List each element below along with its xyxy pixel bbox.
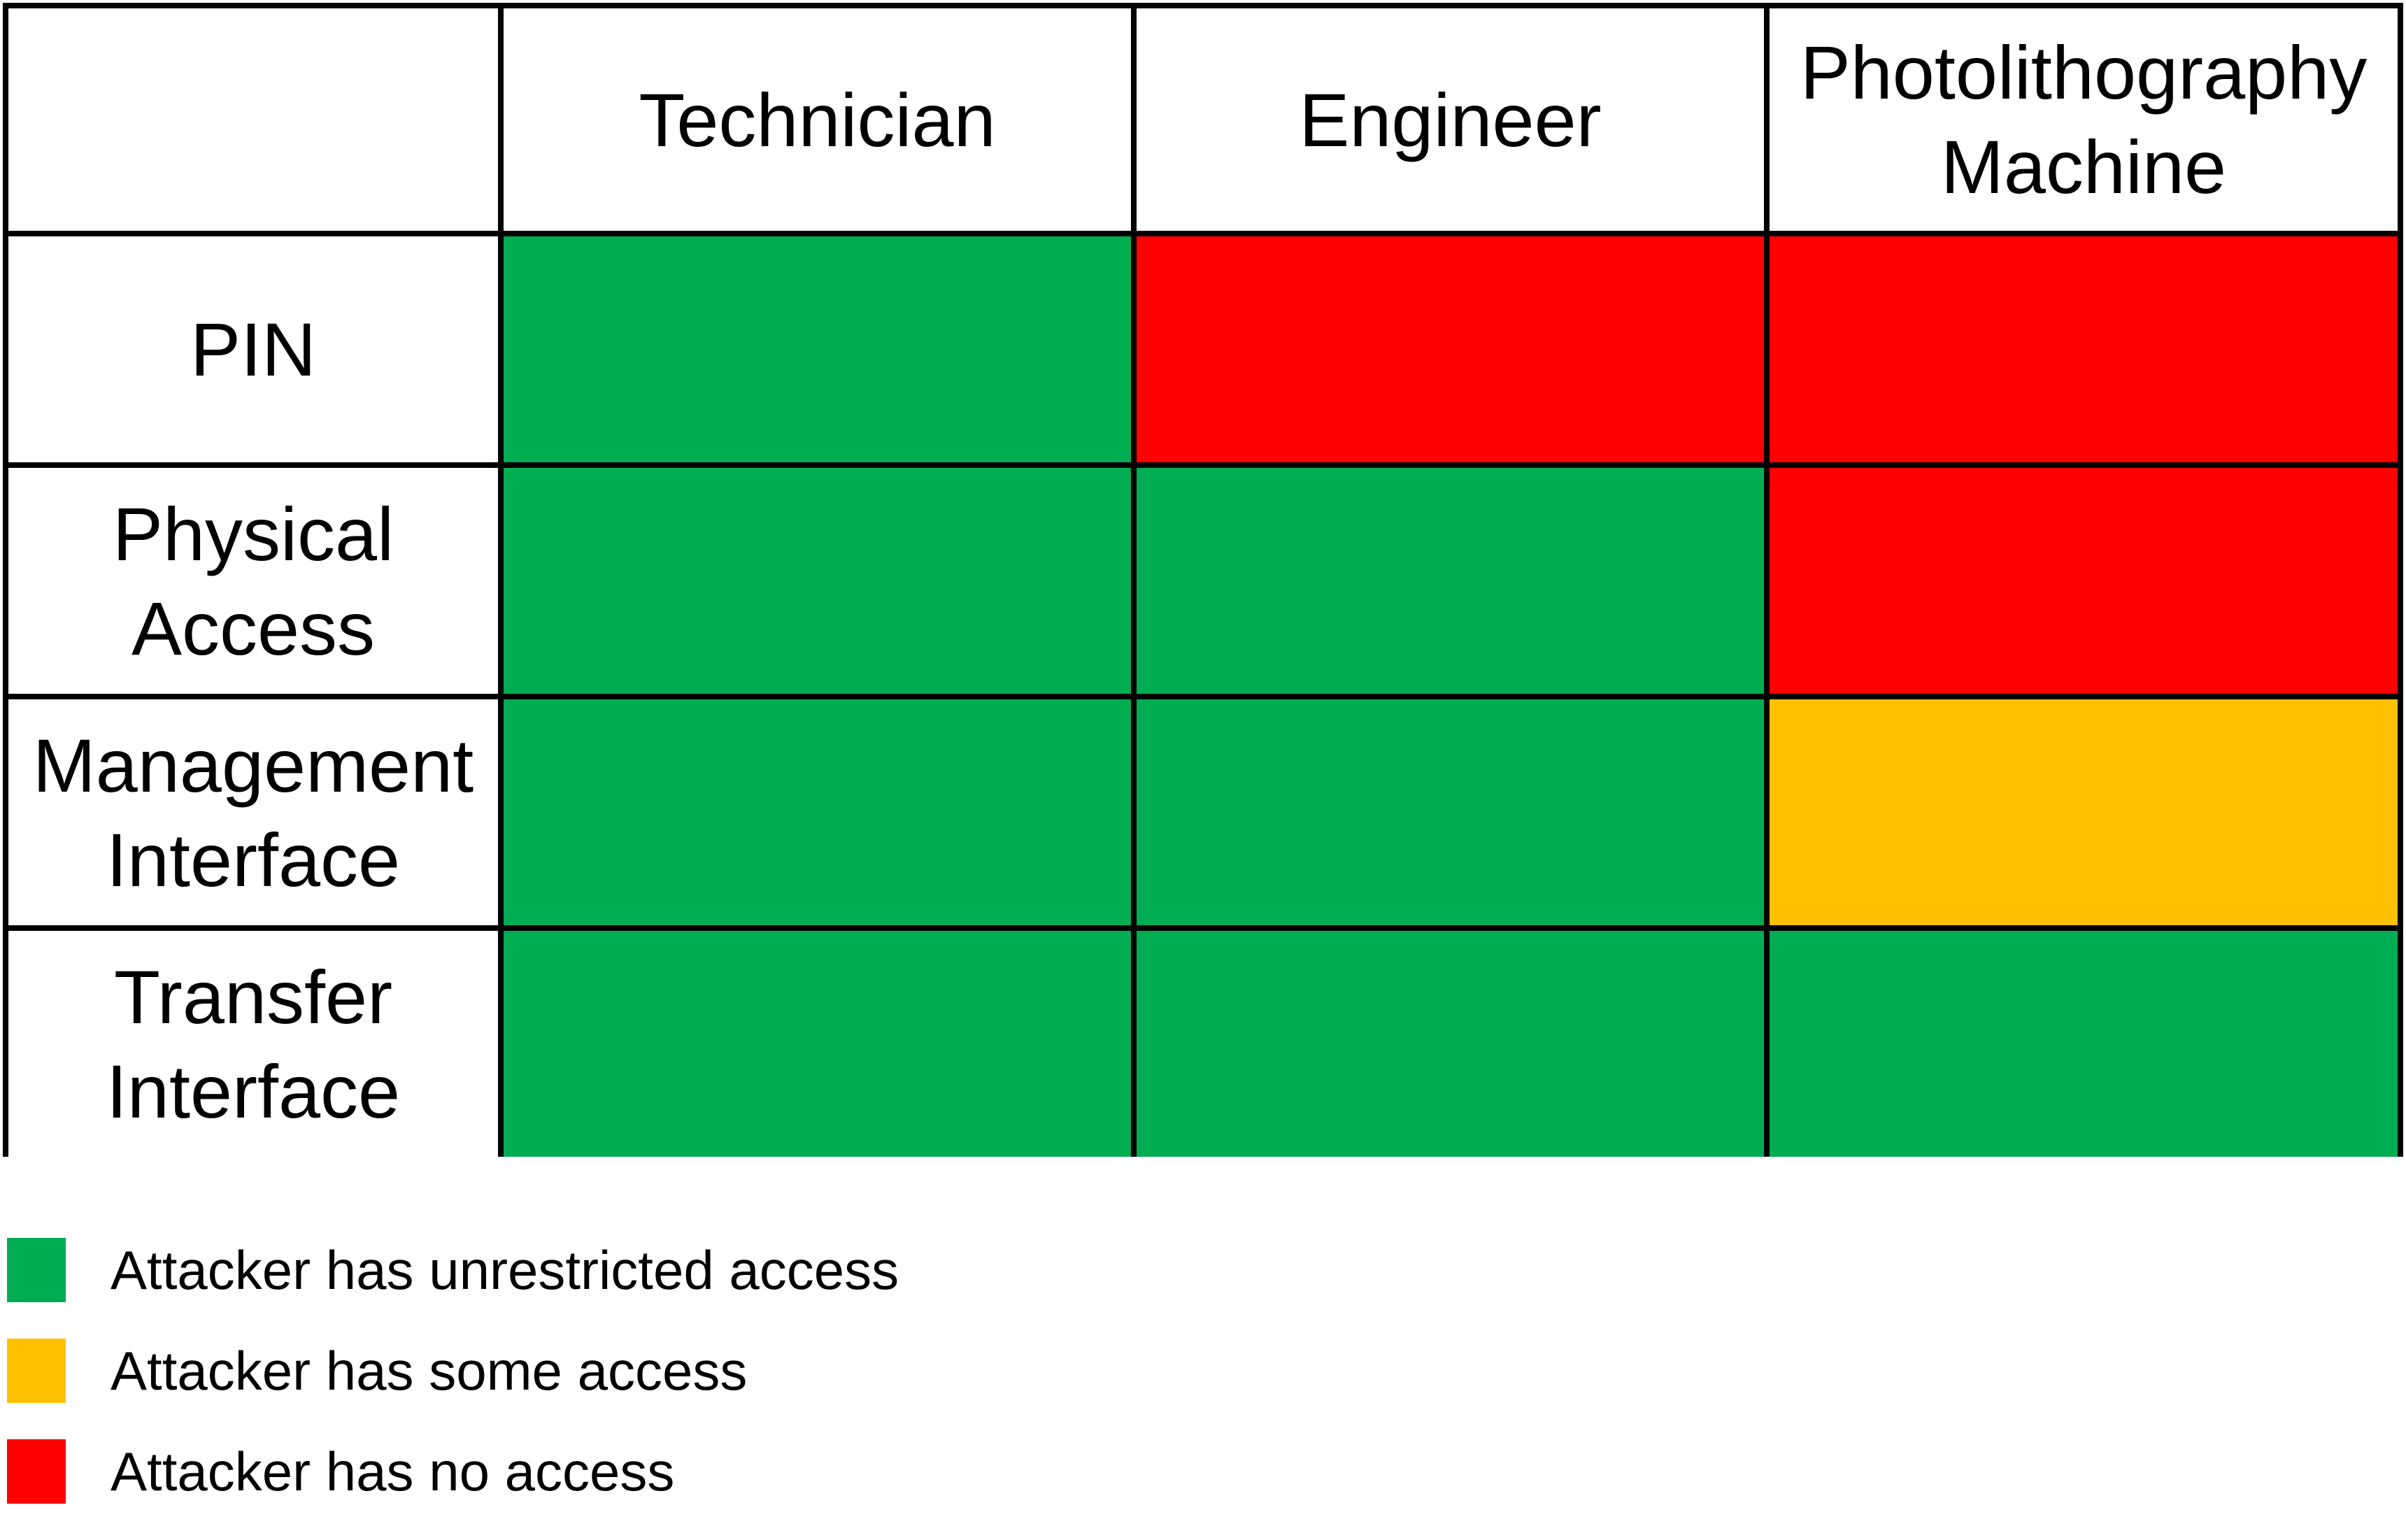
access-matrix-table: Technician Engineer Photolithography Mac… <box>3 3 2403 1157</box>
column-header-photolithography-machine: Photolithography Machine <box>1770 8 2398 231</box>
cell-transfer-technician <box>504 931 1131 1157</box>
column-header-engineer: Engineer <box>1137 8 1764 231</box>
yellow-swatch-icon <box>7 1339 66 1403</box>
green-swatch-icon <box>7 1238 66 1302</box>
legend-label-some: Attacker has some access <box>111 1339 748 1402</box>
cell-transfer-photolithography <box>1770 931 2398 1157</box>
row-label-transfer-interface: Transfer Interface <box>8 931 498 1157</box>
row-label-physical-access: Physical Access <box>8 468 498 694</box>
row-label-management-interface: Management Interface <box>8 699 498 925</box>
cell-physical-engineer <box>1137 468 1764 694</box>
cell-transfer-engineer <box>1137 931 1764 1157</box>
cell-management-engineer <box>1137 699 1764 925</box>
corner-cell <box>8 8 498 231</box>
cell-physical-photolithography <box>1770 468 2398 694</box>
legend: Attacker has unrestricted access Attacke… <box>7 1238 899 1504</box>
cell-physical-technician <box>504 468 1131 694</box>
cell-pin-photolithography <box>1770 236 2398 462</box>
column-header-technician: Technician <box>504 8 1131 231</box>
cell-pin-technician <box>504 236 1131 462</box>
red-swatch-icon <box>7 1439 66 1504</box>
legend-item-none: Attacker has no access <box>7 1439 899 1504</box>
cell-pin-engineer <box>1137 236 1764 462</box>
cell-management-photolithography <box>1770 699 2398 925</box>
row-label-pin: PIN <box>8 236 498 462</box>
cell-management-technician <box>504 699 1131 925</box>
legend-label-unrestricted: Attacker has unrestricted access <box>111 1239 899 1301</box>
legend-item-some: Attacker has some access <box>7 1339 899 1403</box>
legend-item-unrestricted: Attacker has unrestricted access <box>7 1238 899 1302</box>
legend-label-none: Attacker has no access <box>111 1440 675 1502</box>
